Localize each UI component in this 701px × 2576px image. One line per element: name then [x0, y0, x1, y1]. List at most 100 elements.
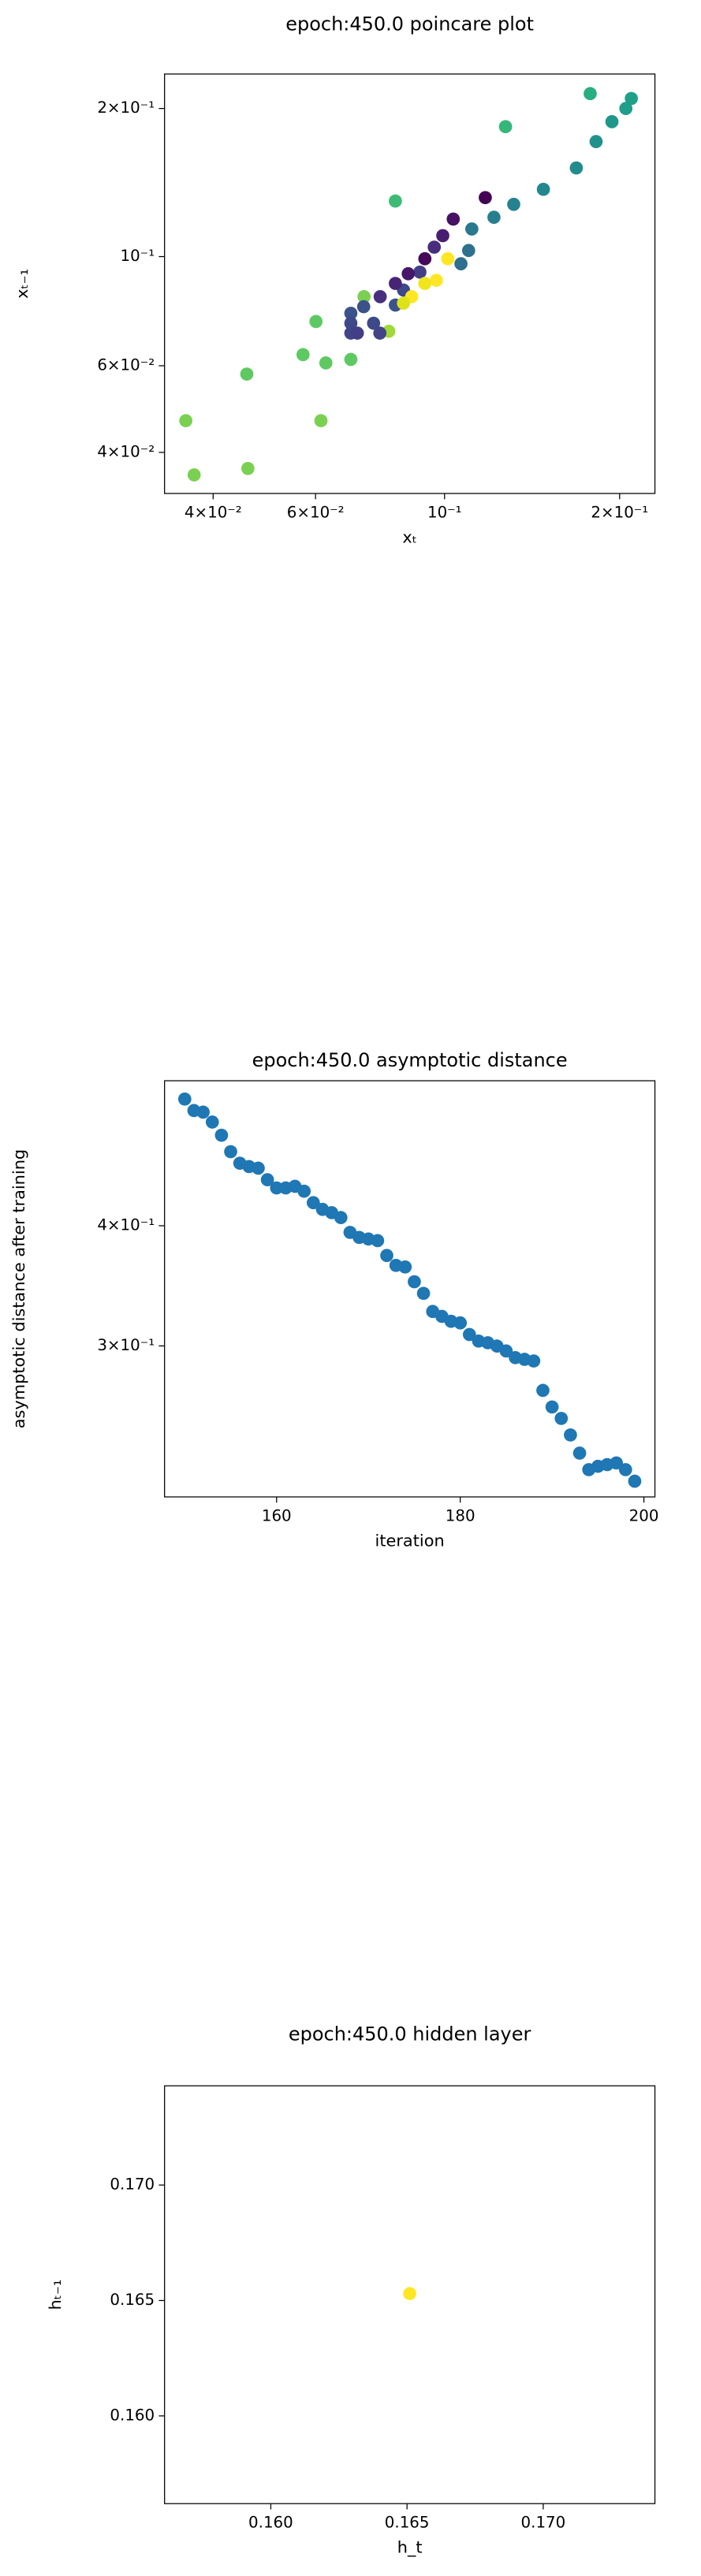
y-tick-label: 0.165 [110, 2291, 155, 2309]
point [572, 1446, 587, 1460]
y-tick-label: 10⁻¹ [121, 247, 155, 265]
point [297, 1184, 311, 1198]
x-tick-label: 6×10⁻² [287, 504, 345, 522]
y-tick-label: 3×10⁻¹ [97, 1336, 155, 1354]
point [441, 251, 455, 266]
point [306, 1196, 320, 1210]
point [427, 240, 442, 254]
point [357, 290, 371, 303]
x-tick-label: 10⁻¹ [427, 504, 462, 522]
y-tick-label: 4×10⁻¹ [97, 1216, 155, 1234]
point [397, 296, 411, 311]
y-axis-label: asymptotic distance after training [9, 1149, 28, 1428]
point [296, 348, 310, 362]
plot-frame [164, 1080, 656, 1498]
point [260, 1173, 274, 1186]
point [344, 316, 358, 330]
point [177, 1092, 192, 1106]
point [314, 414, 328, 428]
x-tick-label: 180 [446, 1507, 475, 1525]
point [461, 244, 475, 258]
point [356, 300, 371, 314]
point [436, 229, 449, 243]
x-tick-label: 200 [629, 1507, 659, 1525]
point [618, 1463, 632, 1476]
y-tick-label: 4×10⁻² [97, 442, 155, 460]
point [380, 1249, 393, 1263]
point [416, 1286, 431, 1301]
point [334, 1211, 348, 1225]
plot-frame [164, 2085, 656, 2504]
point [479, 191, 492, 205]
point [564, 1428, 577, 1442]
point [214, 1128, 229, 1142]
point [179, 414, 193, 428]
point [536, 1383, 550, 1398]
point [367, 316, 381, 330]
point [389, 277, 402, 290]
y-axis-label: xₜ₋₁ [13, 269, 32, 299]
x-tick-label: 160 [262, 1507, 292, 1525]
point [240, 367, 254, 381]
point [408, 1275, 421, 1289]
point [413, 265, 427, 279]
point [270, 1181, 284, 1195]
point [554, 1412, 569, 1425]
point [344, 307, 358, 320]
point [453, 1316, 468, 1330]
point [569, 161, 584, 175]
x-tick-label: 2×10⁻¹ [591, 504, 648, 522]
x-axis-label: xₜ [402, 527, 416, 546]
point [454, 257, 468, 270]
x-axis-label: h_t [397, 2538, 423, 2558]
point [625, 91, 639, 106]
point [350, 326, 364, 340]
y-tick-label: 2×10⁻¹ [97, 99, 155, 117]
point [507, 197, 520, 211]
point [605, 115, 619, 128]
point [371, 1234, 385, 1248]
point [401, 266, 416, 281]
point [584, 87, 597, 101]
point [498, 120, 513, 134]
point [205, 1115, 219, 1129]
x-tick-label: 0.165 [385, 2514, 430, 2532]
point [619, 102, 633, 115]
x-tick-label: 0.170 [521, 2514, 566, 2532]
point [536, 182, 550, 196]
point [319, 356, 333, 370]
point [446, 212, 460, 226]
point [545, 1400, 559, 1414]
point [589, 135, 603, 148]
point [462, 1327, 476, 1342]
y-tick-label: 6×10⁻² [97, 356, 155, 374]
y-tick-label: 0.170 [110, 2176, 155, 2194]
x-tick-label: 0.160 [248, 2514, 293, 2532]
point [389, 194, 402, 208]
point [403, 2287, 416, 2301]
point [465, 222, 479, 236]
point [487, 210, 501, 224]
point [430, 274, 443, 287]
point [527, 1354, 541, 1368]
point [252, 1161, 265, 1175]
point [187, 468, 201, 482]
y-tick-label: 0.160 [110, 2406, 155, 2424]
point [398, 1260, 412, 1274]
chart-title: epoch:450.0 poincare plot [285, 13, 534, 35]
point [373, 326, 387, 340]
point [309, 315, 323, 329]
point [241, 461, 255, 475]
plot-frame [164, 73, 656, 494]
point [344, 352, 358, 367]
x-axis-label: iteration [375, 1531, 445, 1550]
point [418, 251, 432, 266]
point [628, 1474, 642, 1488]
point [418, 277, 432, 290]
point [499, 1344, 513, 1358]
chart-title: epoch:450.0 hidden layer [289, 2023, 531, 2045]
y-axis-label: hₜ₋₁ [46, 2280, 65, 2310]
point [196, 1105, 210, 1119]
point [224, 1145, 237, 1159]
